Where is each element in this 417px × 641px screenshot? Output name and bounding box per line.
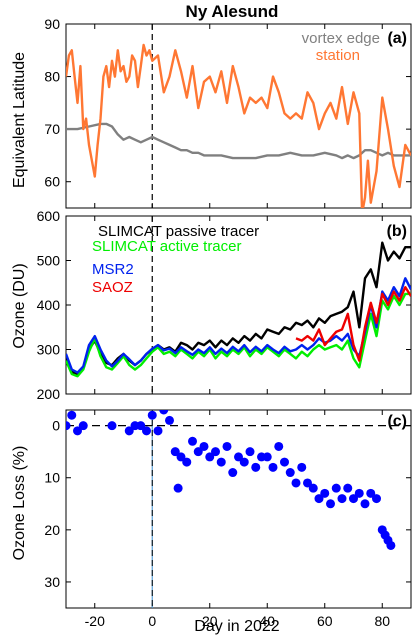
legend-slimcat-passive: SLIMCAT passive tracer [98, 223, 259, 240]
panel-b-ytick-label: 200 [37, 386, 61, 402]
panel-b-ytick-label: 600 [37, 208, 61, 224]
panel-ozone: 200 300 400 500 600 Ozone (DU) (b) SLIMCAT p… [11, 208, 412, 402]
ozone-loss-point [73, 426, 82, 436]
panel-ozone-loss: 0 10 20 30 -20 0 20 40 60 80 Ozone Loss (%) (c) D… [11, 409, 412, 635]
panel-c-ylabel: Ozone Loss (%) [11, 446, 28, 561]
ozone-loss-point [211, 447, 220, 457]
xtick-label: 40 [259, 613, 275, 629]
x-axis-label: Day in 2022 [194, 618, 279, 635]
ozone-loss-point [280, 457, 289, 467]
series-line-vortex-edge [66, 122, 411, 160]
series-line-station [66, 43, 411, 208]
figure-title: Ny Alesund [186, 2, 279, 21]
xtick-label: 20 [202, 613, 218, 629]
legend-saoz: SAOZ [92, 279, 133, 296]
ozone-loss-point [78, 421, 88, 431]
legend-slimcat-active: SLIMCAT active tracer [92, 238, 242, 255]
ozone-loss-point [360, 499, 370, 509]
panel-a-label: (a) [387, 30, 407, 47]
ozone-loss-point [193, 447, 203, 457]
xtick-label: 0 [148, 613, 156, 629]
ozone-loss-point [354, 488, 364, 498]
panel-b-ylabel: Ozone (DU) [11, 263, 28, 348]
ozone-loss-point [303, 478, 312, 488]
panel-a-ylabel: Equivalent Latitude [11, 52, 28, 188]
panel-c-ytick-label: 0 [52, 418, 60, 434]
panel-c-frame [65, 409, 412, 609]
ozone-loss-point [297, 462, 307, 472]
ozone-loss-point [320, 488, 330, 498]
panel-b-label: (b) [387, 223, 407, 240]
ozone-loss-point [67, 410, 77, 420]
ozone-loss-point [291, 478, 301, 488]
ozone-loss-point [124, 426, 134, 436]
xtick-label: 80 [374, 613, 390, 629]
panel-a-ytick-label: 70 [44, 121, 60, 137]
panel-b-ytick-label: 400 [37, 297, 61, 313]
series-line-slimcat-active-tracer [66, 292, 411, 378]
panel-equivalent-latitude: 60 70 80 90 Equivalent Latitude (a) vortex … [11, 16, 412, 209]
ozone-loss-point [366, 488, 376, 498]
ozone-loss-point [239, 457, 249, 467]
ozone-loss-point [372, 494, 381, 504]
ozone-loss-point [107, 421, 117, 431]
ozone-loss-point [314, 494, 324, 504]
panel-c-label: (c) [387, 413, 407, 430]
panel-c-ytick-label: 10 [44, 470, 60, 486]
ozone-loss-point [337, 494, 347, 504]
legend-station: station [316, 47, 360, 64]
panel-c-ytick-label: 30 [44, 574, 60, 590]
ozone-loss-point [205, 452, 215, 462]
ozone-loss-point [182, 457, 192, 467]
series-line-msr2 [66, 277, 411, 374]
legend-msr2: MSR2 [92, 261, 134, 278]
ozone-loss-point [308, 483, 318, 493]
panel-b-ytick-label: 300 [37, 342, 61, 358]
ozone-loss-point [386, 540, 396, 550]
ozone-loss-point [66, 421, 71, 431]
ozone-loss-point [176, 452, 186, 462]
ozone-loss-point [343, 483, 353, 493]
ozone-loss-point [245, 447, 255, 457]
panel-c-ytick-label: 20 [44, 522, 60, 538]
ozone-loss-point [251, 462, 261, 472]
panel-a-frame [65, 23, 412, 209]
series-line-saoz [295, 286, 411, 362]
ozone-loss-point [349, 494, 358, 504]
ozone-loss-point [268, 462, 278, 472]
panel-a-ytick-label: 80 [44, 69, 60, 85]
panel-a-ytick-label: 90 [44, 16, 60, 32]
ozone-loss-point [173, 483, 183, 493]
ozone-loss-point [285, 468, 295, 478]
ozone-loss-point [234, 452, 243, 462]
ozone-loss-point [159, 410, 169, 415]
ozone-loss-point [262, 452, 272, 462]
ozone-loss-point [228, 468, 238, 478]
ozone-loss-point [188, 436, 197, 446]
ozone-loss-point [170, 447, 180, 457]
panel-a-ytick-label: 60 [44, 174, 60, 190]
ozone-loss-point [331, 483, 341, 493]
panel-b-ytick-label: 500 [37, 253, 61, 269]
ozone-loss-point [165, 415, 174, 425]
ozone-loss-point [153, 426, 163, 436]
legend-vortex-edge: vortex edge [302, 30, 380, 47]
ozone-loss-point [136, 421, 146, 431]
xtick-label: -20 [85, 613, 105, 629]
ozone-loss-point [147, 410, 157, 420]
ozone-loss-point [216, 457, 226, 467]
ozone-loss-point [222, 441, 232, 451]
ozone-loss-point [274, 441, 284, 451]
ozone-loss-point [199, 441, 209, 451]
ozone-loss-point [326, 499, 335, 509]
xtick-label: 60 [317, 613, 333, 629]
ozone-loss-point [142, 426, 151, 436]
